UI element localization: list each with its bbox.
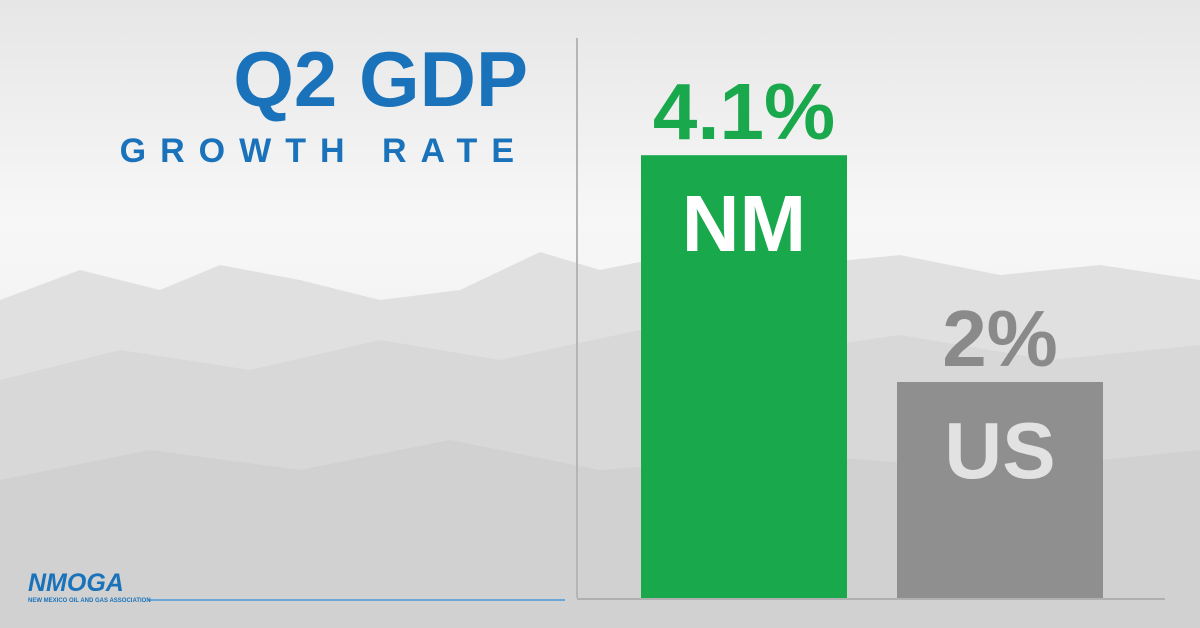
bar [641, 155, 847, 598]
category-label: US [944, 406, 1055, 495]
chart-subtitle: GROWTH RATE [120, 132, 528, 170]
logo-tagline: NEW MEXICO OIL AND GAS ASSOCIATION [28, 598, 151, 604]
value-label: 4.1% [653, 67, 835, 156]
chart-title: Q2 GDP [233, 35, 528, 123]
logo-name: NMOGA [28, 569, 124, 597]
category-label: NM [682, 179, 806, 268]
bar [897, 382, 1103, 598]
value-label: 2% [942, 294, 1058, 383]
